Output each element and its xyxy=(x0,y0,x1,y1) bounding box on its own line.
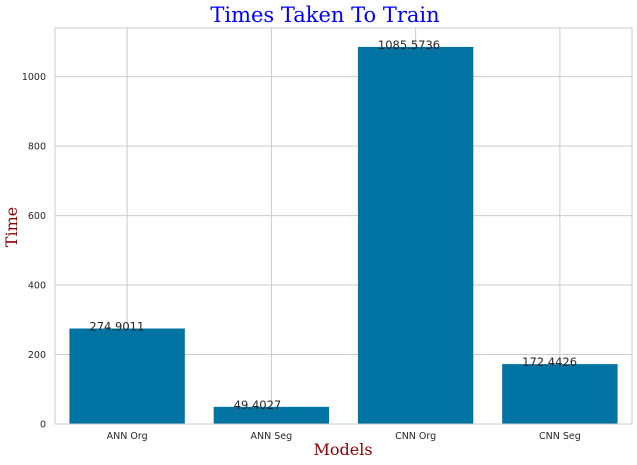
bar-value-label: 1085.5736 xyxy=(378,38,440,52)
y-tick-label: 1000 xyxy=(22,72,46,83)
bar-value-label: 49.4027 xyxy=(234,398,282,412)
y-axis-label: Time xyxy=(2,207,21,247)
x-tick-label: ANN Org xyxy=(107,431,148,442)
y-tick-label: 400 xyxy=(28,281,46,292)
bar-cnn-org xyxy=(357,46,474,425)
plot-frame xyxy=(54,27,633,425)
y-tick-label: 600 xyxy=(28,211,46,222)
y-tick-label: 800 xyxy=(28,142,46,153)
bar-value-label: 274.9011 xyxy=(89,320,144,334)
bar-cnn-seg xyxy=(502,364,618,424)
chart-title: Times Taken To Train xyxy=(210,3,439,27)
plot-area: 274.9011 ANN Org 49.4027 ANN Seg 1085.5736 CN… xyxy=(22,27,633,442)
x-tick-label: ANN Seg xyxy=(251,431,293,442)
y-tick-label: 200 xyxy=(28,350,46,361)
x-tick-label: CNN Org xyxy=(395,431,436,442)
bar-ann-seg xyxy=(213,406,330,424)
y-tick-label: 0 xyxy=(40,420,46,431)
x-axis-label: Models xyxy=(313,440,372,459)
bar-ann-org xyxy=(69,328,185,424)
bar-value-label: 172.4426 xyxy=(522,355,577,369)
x-tick-label: CNN Seg xyxy=(539,431,581,442)
